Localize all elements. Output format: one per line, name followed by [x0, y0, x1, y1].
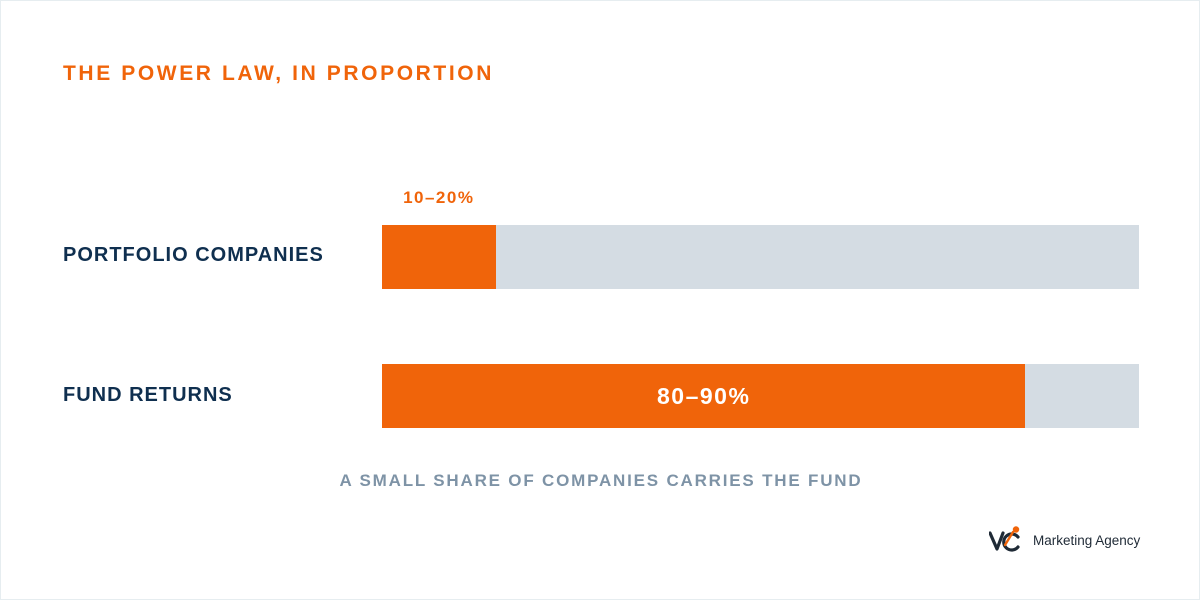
category-label-fund-returns: FUND RETURNS [63, 384, 233, 406]
vc-logo-icon [989, 526, 1020, 552]
chart-caption: A SMALL SHARE OF COMPANIES CARRIES THE F… [339, 471, 863, 490]
brand-logo: Marketing Agency [989, 525, 1140, 555]
bar-track-portfolio-companies [382, 225, 1139, 289]
chart-title: THE POWER LAW, IN PROPORTION [63, 62, 494, 85]
value-label-portfolio-companies: 10–20% [403, 188, 475, 207]
bar-track-fund-returns: 80–90% [382, 364, 1139, 428]
bar-portfolio-companies [382, 225, 496, 289]
brand-name: Marketing Agency [1033, 532, 1141, 548]
category-label-portfolio-companies: PORTFOLIO COMPANIES [63, 244, 324, 266]
bar-fund-returns [382, 364, 1026, 428]
value-label-fund-returns: 80–90% [657, 382, 751, 409]
